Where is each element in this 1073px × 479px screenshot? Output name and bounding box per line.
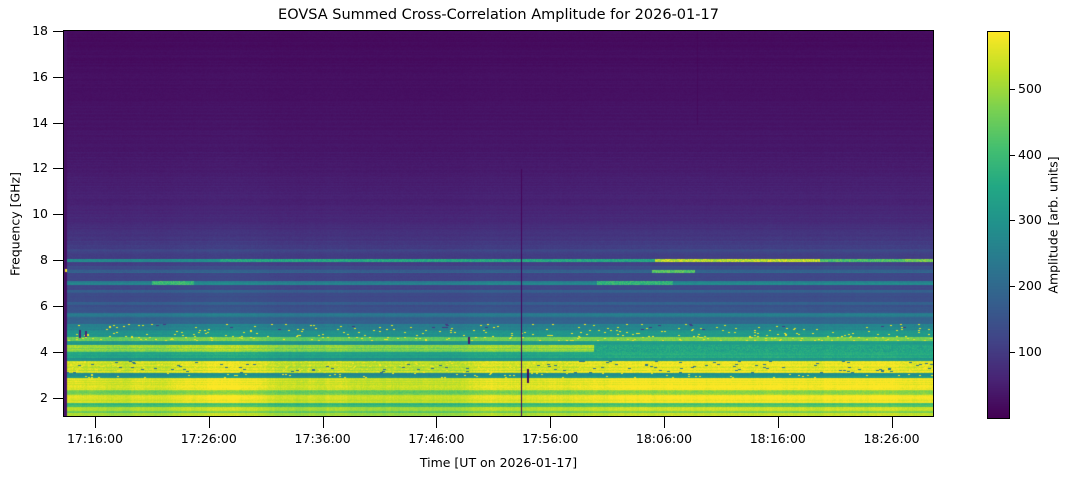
x-tick-label: 17:56:00	[522, 431, 579, 446]
colorbar-tick-label: 100	[1018, 344, 1042, 360]
colorbar-tick-mark	[1010, 352, 1015, 354]
colorbar-tick-mark	[1010, 154, 1015, 156]
y-tick-mark	[53, 306, 64, 307]
chart-title: EOVSA Summed Cross-Correlation Amplitude…	[278, 7, 719, 23]
x-tick-label: 18:16:00	[749, 431, 806, 446]
colorbar-tick-label: 200	[1018, 278, 1042, 294]
y-tick-label: 4	[40, 343, 48, 359]
colorbar-label: Amplitude [arb. units]	[1045, 156, 1061, 294]
x-tick-mark	[663, 417, 665, 428]
y-tick-label: 12	[32, 160, 48, 176]
colorbar-tick-mark	[1010, 88, 1015, 90]
x-tick-mark	[891, 417, 893, 428]
colorbar-tick-mark	[1010, 220, 1015, 222]
x-tick-label: 18:26:00	[863, 431, 920, 446]
x-tick-label: 17:26:00	[180, 431, 237, 446]
x-tick-mark	[208, 417, 210, 428]
y-tick-label: 18	[32, 23, 48, 38]
y-tick-label: 10	[32, 206, 48, 222]
x-tick-label: 17:46:00	[408, 431, 465, 446]
y-tick-mark	[53, 260, 64, 262]
y-tick-mark	[53, 122, 64, 124]
x-axis-label: Time [UT on 2026-01-17]	[419, 455, 578, 470]
y-tick-mark	[53, 214, 64, 216]
x-tick-mark	[777, 417, 779, 428]
colorbar-gradient	[987, 31, 1010, 419]
y-tick-label: 6	[40, 298, 48, 313]
x-tick-mark	[550, 417, 552, 428]
x-tick-mark	[95, 417, 97, 428]
y-tick-mark	[53, 351, 64, 353]
y-tick-mark	[53, 397, 64, 399]
y-tick-mark	[53, 168, 64, 170]
colorbar-tick-label: 300	[1018, 212, 1042, 228]
y-tick-mark	[53, 31, 64, 32]
x-tick-label: 17:36:00	[294, 431, 351, 446]
colorbar-tick-label: 400	[1018, 146, 1042, 162]
y-tick-label: 16	[32, 68, 48, 84]
heatmap-canvas	[63, 30, 934, 417]
y-tick-label: 14	[32, 114, 48, 130]
x-tick-mark	[436, 417, 438, 428]
x-tick-label: 17:16:00	[66, 431, 124, 446]
x-tick-mark	[322, 417, 324, 428]
y-tick-mark	[53, 76, 64, 78]
colorbar-tick-mark	[1010, 286, 1015, 288]
x-tick-label: 18:06:00	[635, 431, 693, 446]
y-tick-label: 8	[40, 252, 48, 268]
colorbar-tick-label: 500	[1018, 80, 1042, 96]
y-tick-label: 2	[40, 389, 48, 405]
